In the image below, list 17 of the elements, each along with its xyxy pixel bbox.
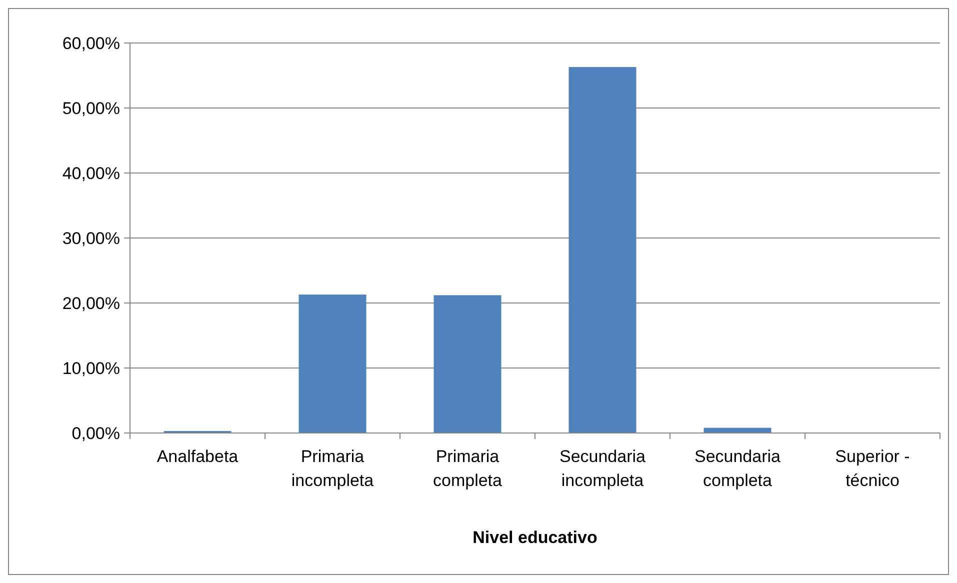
x-tick-label: Superior - técnico bbox=[835, 447, 910, 490]
y-tick-label: 20,00% bbox=[62, 294, 120, 313]
y-tick-label: 60,00% bbox=[62, 34, 120, 53]
x-tick-label: Analfabeta bbox=[156, 447, 239, 466]
x-tick-label: Secundaria completa bbox=[694, 447, 782, 490]
x-tick-label: Primaria completa bbox=[433, 447, 503, 490]
x-tick-label: Primaria incompleta bbox=[291, 447, 374, 490]
bar bbox=[568, 67, 636, 433]
x-axis-title: Nivel educativo bbox=[472, 528, 598, 547]
x-tick-label: Secundaria incompleta bbox=[559, 447, 646, 490]
y-tick-label: 30,00% bbox=[62, 228, 120, 248]
y-tick-label: 40,00% bbox=[62, 164, 120, 183]
y-tick-label: 0,00% bbox=[72, 424, 120, 443]
bar bbox=[434, 295, 502, 433]
bar bbox=[298, 294, 366, 433]
y-tick-label: 50,00% bbox=[62, 98, 120, 118]
y-tick-label: 10,00% bbox=[62, 358, 120, 378]
